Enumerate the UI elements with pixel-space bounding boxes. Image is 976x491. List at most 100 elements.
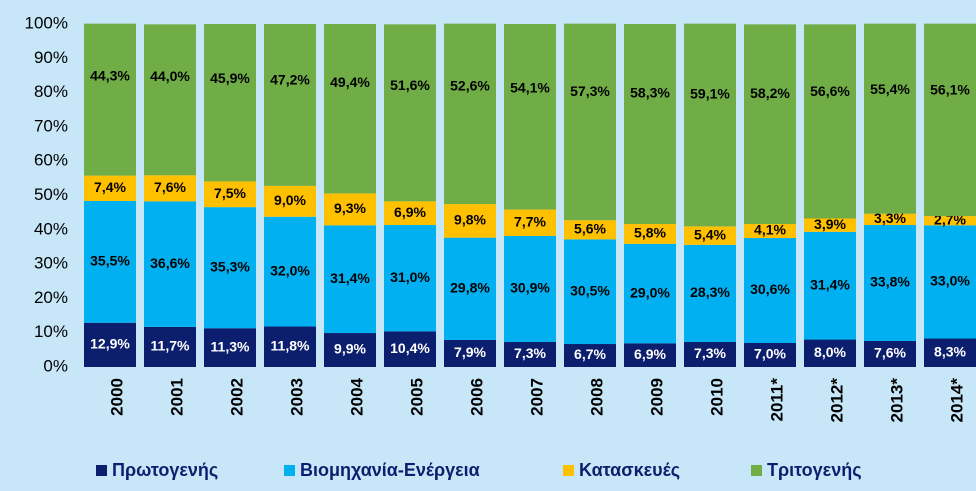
bar-segment — [624, 243, 676, 344]
data-label: 31,0% — [390, 269, 430, 285]
data-label: 7,4% — [94, 179, 126, 195]
data-label: 30,9% — [510, 280, 550, 296]
data-label: 36,6% — [150, 255, 190, 271]
bar-segment — [684, 244, 736, 342]
y-tick-label: 70% — [34, 116, 68, 135]
data-label: 7,6% — [154, 179, 186, 195]
data-label: 45,9% — [210, 70, 250, 86]
bar-segment — [804, 24, 856, 219]
bar-segment — [864, 23, 916, 214]
bar-segment — [864, 340, 916, 367]
x-tick-label: 2003 — [287, 378, 306, 416]
y-tick-label: 100% — [25, 13, 68, 32]
bar-segment — [684, 341, 736, 367]
data-label: 7,9% — [454, 344, 486, 360]
bar-segment — [204, 24, 256, 182]
data-label: 7,5% — [214, 185, 246, 201]
bar-segment — [564, 344, 616, 367]
x-tick-label: 2008 — [587, 378, 606, 416]
data-label: 51,6% — [390, 77, 430, 93]
legend-label: Βιομηχανία-Ενέργεια — [300, 460, 480, 480]
data-label: 58,2% — [750, 85, 790, 101]
data-label: 29,8% — [450, 279, 490, 295]
bar-segment — [744, 342, 796, 367]
data-label: 47,2% — [270, 71, 310, 87]
data-label: 6,7% — [574, 346, 606, 362]
data-label: 55,4% — [870, 81, 910, 97]
bar-segment — [624, 343, 676, 367]
bar-segment — [84, 23, 136, 176]
data-label: 35,5% — [90, 253, 130, 269]
data-label: 30,5% — [570, 282, 610, 298]
bar-segment — [504, 209, 556, 236]
bar-segment — [384, 24, 436, 202]
data-label: 31,4% — [330, 270, 370, 286]
x-tick-label: 2007 — [527, 378, 546, 416]
x-tick-label: 2005 — [407, 378, 426, 416]
x-tick-label: 2000 — [107, 378, 126, 416]
data-label: 9,9% — [334, 341, 366, 357]
data-label: 9,3% — [334, 200, 366, 216]
bar-segment — [924, 23, 976, 217]
bar-segment — [504, 24, 556, 210]
data-label: 7,3% — [514, 345, 546, 361]
data-label: 59,1% — [690, 85, 730, 101]
bar-segment — [264, 24, 316, 186]
bar-segment — [804, 231, 856, 340]
bar-segment — [804, 218, 856, 232]
bar-segment — [564, 220, 616, 240]
bar-segment — [804, 339, 856, 367]
bar-segment — [384, 201, 436, 225]
legend-swatch — [563, 465, 574, 476]
bar-segment — [684, 23, 736, 227]
data-label: 11,7% — [151, 338, 190, 354]
bar-segment — [444, 204, 496, 238]
data-label: 11,8% — [271, 337, 310, 353]
data-label: 35,3% — [210, 258, 250, 274]
data-label: 12,9% — [90, 336, 130, 352]
bar-segment — [924, 225, 976, 339]
y-tick-label: 10% — [34, 322, 68, 341]
bar-segment — [744, 24, 796, 224]
bar-segment — [324, 225, 376, 334]
data-label: 5,8% — [634, 225, 666, 241]
data-label: 29,0% — [630, 284, 670, 300]
x-tick-label: 2009 — [647, 378, 666, 416]
data-label: 9,0% — [274, 192, 306, 208]
bar-segment — [264, 185, 316, 217]
x-tick-label: 2001 — [167, 378, 186, 416]
y-tick-label: 30% — [34, 254, 68, 273]
bar-segment — [444, 237, 496, 340]
data-label: 9,8% — [454, 212, 486, 228]
bar-segment — [324, 193, 376, 226]
data-label: 33,0% — [930, 273, 970, 289]
bar-segment — [264, 216, 316, 327]
bar-segment — [384, 224, 436, 332]
y-tick-label: 0% — [43, 356, 68, 375]
data-label: 8,0% — [814, 344, 846, 360]
data-label: 4,1% — [754, 222, 786, 238]
data-label: 57,3% — [570, 83, 610, 99]
x-tick-label: 2014* — [947, 378, 966, 423]
bar-segment — [744, 223, 796, 239]
y-tick-label: 90% — [34, 48, 68, 67]
data-label: 7,7% — [514, 213, 546, 229]
bar-segment — [864, 224, 916, 341]
data-label: 30,6% — [750, 281, 790, 297]
data-label: 11,3% — [211, 338, 250, 354]
data-label: 7,6% — [874, 345, 906, 361]
data-label: 3,3% — [874, 210, 906, 226]
bar-segment — [744, 238, 796, 343]
x-tick-label: 2010 — [707, 378, 726, 416]
data-label: 33,8% — [870, 274, 910, 290]
data-label: 6,9% — [634, 346, 666, 362]
legend-label: Κατασκευές — [579, 460, 680, 480]
y-tick-label: 40% — [34, 219, 68, 238]
legend-label: Τριτογενής — [767, 460, 862, 480]
bar-segment — [924, 216, 976, 226]
bar-segment — [684, 226, 736, 245]
data-label: 54,1% — [510, 80, 550, 96]
bar-segment — [264, 326, 316, 367]
data-label: 5,4% — [694, 226, 726, 242]
